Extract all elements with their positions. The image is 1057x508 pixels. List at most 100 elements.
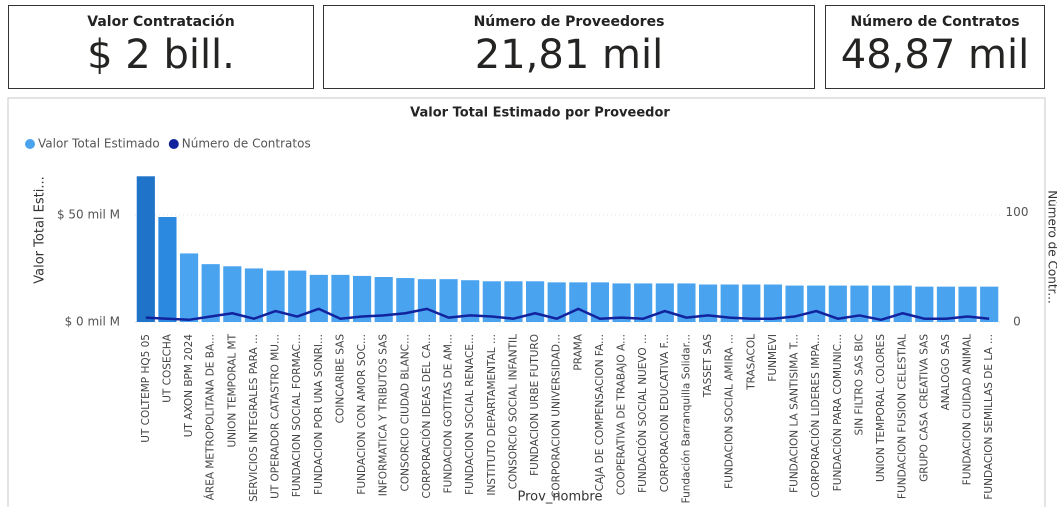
x-tick-label: CORPORACIÓN LIDERES IMPA... <box>809 334 822 498</box>
x-tick-label: FUNDACION SOCIAL RENACE... <box>464 334 476 495</box>
kpi-value: 21,81 mil <box>474 32 664 78</box>
x-tick-label: FUNDACION SOCIAL AMIRA ... <box>724 334 736 489</box>
bar <box>266 270 285 322</box>
bar <box>893 285 912 322</box>
kpi-value: $ 2 bill. <box>87 32 235 78</box>
x-tick-label: COOPERATIVA DE TRABAJO A... <box>616 334 628 495</box>
bar <box>374 277 393 322</box>
bar <box>201 264 220 322</box>
y2-tick-label: 100 <box>1006 205 1029 219</box>
legend-marker <box>25 139 35 149</box>
x-tick-label: TASSET SAS <box>702 334 714 399</box>
x-tick-label: UT AXON BPM 2024 <box>183 334 195 438</box>
x-tick-label: FUNDACION FUSION CELESTIAL <box>897 334 909 499</box>
bar <box>136 176 155 322</box>
kpi-title: Número de Contratos <box>850 14 1020 30</box>
x-tick-label: FUNDACIÓN PARA COMUNIC... <box>831 334 844 491</box>
bar <box>634 283 653 322</box>
legend-label: Número de Contratos <box>182 137 311 151</box>
bar <box>742 284 761 322</box>
y2-axis-title: Número de Contr... <box>1046 190 1057 304</box>
bar <box>936 286 956 322</box>
x-tick-label: FUNDACION POR UNA SONRI... <box>313 334 325 495</box>
bar <box>331 274 350 322</box>
kpi-title: Número de Proveedores <box>473 14 665 30</box>
x-axis-title: Prov_nombre <box>518 490 603 505</box>
y-axis-title: Valor Total Esti... <box>33 176 48 283</box>
bar <box>850 285 869 322</box>
kpi-card: Número de Proveedores 21,81 mil <box>323 5 815 89</box>
bar <box>417 279 437 322</box>
bar <box>179 253 199 322</box>
bar <box>698 284 718 322</box>
x-tick-label: SIN FILTRO SAS BIC <box>853 334 865 435</box>
bar <box>828 285 847 322</box>
bar <box>223 266 242 322</box>
x-tick-label: FUNDACION SOCIAL FORMAC... <box>291 334 303 497</box>
bar <box>980 286 999 322</box>
bar <box>158 217 177 322</box>
x-tick-label: ÁREA METROPOLITANA DE BA... <box>204 334 217 500</box>
kpi-value: 48,87 mil <box>840 32 1030 78</box>
x-tick-label: CORPORACION EDUCATIVA F... <box>659 334 671 492</box>
x-tick-label: CAJA DE COMPENSACION FA... <box>594 334 606 491</box>
bar <box>807 285 826 322</box>
x-tick-label: GRUPO CASA CREATIVA SAS <box>918 334 930 482</box>
line <box>145 307 990 322</box>
bar <box>677 283 696 322</box>
bar <box>288 270 307 322</box>
x-tick-label: SERVICIOS INTEGRALES PARA ... <box>248 334 260 502</box>
x-tick-label: FUNDACION CON AMOR SOC... <box>356 334 368 495</box>
bar <box>720 284 739 322</box>
legend-label: Valor Total Estimado <box>38 137 160 151</box>
legend-marker <box>168 139 179 149</box>
x-tick-label: PRAMA <box>572 333 584 370</box>
bar <box>590 282 610 322</box>
kpi-card: Número de Contratos 48,87 mil <box>825 5 1045 89</box>
x-tick-label: FUNDACIÓN SOCIAL NUEVO ... <box>636 334 649 493</box>
x-tick-label: Fundación Barranquilla Solidar... <box>680 334 692 503</box>
x-tick-label: FUNDACION GOTITAS DE AM... <box>443 334 455 493</box>
x-tick-label: FUNDACION URBE FUTURO <box>529 334 541 476</box>
kpi-card: Valor Contratación $ 2 bill. <box>8 5 314 89</box>
kpi-title: Valor Contratación <box>87 14 235 30</box>
x-tick-label: UNION TEMPORAL MT <box>226 333 238 447</box>
x-tick-label: FUNMEVI <box>767 334 779 382</box>
x-tick-label: INFORMATICA Y TRIBUTOS SAS <box>378 334 390 497</box>
y-tick-label: $ 50 mil M <box>57 207 120 221</box>
x-tick-label: UNION TEMPORAL COLORES <box>875 334 887 482</box>
x-tick-label: ANALOGO SAS <box>940 334 952 411</box>
bar <box>915 286 934 322</box>
bar <box>525 281 545 322</box>
x-tick-label: UT OPERADOR CATASTRO MU... <box>270 334 282 499</box>
x-tick-label: COINCARIBE SAS <box>334 334 346 424</box>
bar <box>352 275 372 322</box>
bar <box>504 281 523 322</box>
x-tick-label: CONSORCIO CIUDAD BLANC... <box>399 334 411 491</box>
bar <box>655 283 674 322</box>
bar <box>958 286 977 322</box>
bar <box>871 285 891 322</box>
x-tick-label: CONSORCIO SOCIAL INFANTIL <box>507 334 519 489</box>
bar <box>785 285 804 322</box>
x-tick-label: UT COLTEMP HQ5 05 <box>140 334 152 443</box>
bar <box>482 281 501 322</box>
bar <box>244 268 264 322</box>
bar <box>461 280 480 322</box>
y-tick-label: $ 0 mil M <box>65 315 120 329</box>
y2-tick-label: 0 <box>1013 315 1021 329</box>
x-tick-label: FUNDACION CUIDAD ANIMAL <box>962 334 974 485</box>
bar <box>569 282 588 322</box>
bar <box>763 284 783 322</box>
bar <box>547 282 566 322</box>
x-tick-label: UT COSECHA <box>161 333 173 403</box>
x-tick-label: INSTITUTO DEPARTAMENTAL ... <box>486 334 498 496</box>
x-tick-label: TRASACOL <box>745 334 757 391</box>
bar <box>309 274 328 322</box>
x-tick-label: FUNDACION LA SANTISIMA T... <box>789 334 801 493</box>
chart: Valor Total Estimado por Proveedor Prov_… <box>7 97 1057 507</box>
bar <box>439 279 458 322</box>
x-tick-label: CORPORACION UNIVERSIDAD... <box>551 334 563 498</box>
x-tick-label: CORPORACIÓN IDEAS DEL CA... <box>420 334 433 499</box>
